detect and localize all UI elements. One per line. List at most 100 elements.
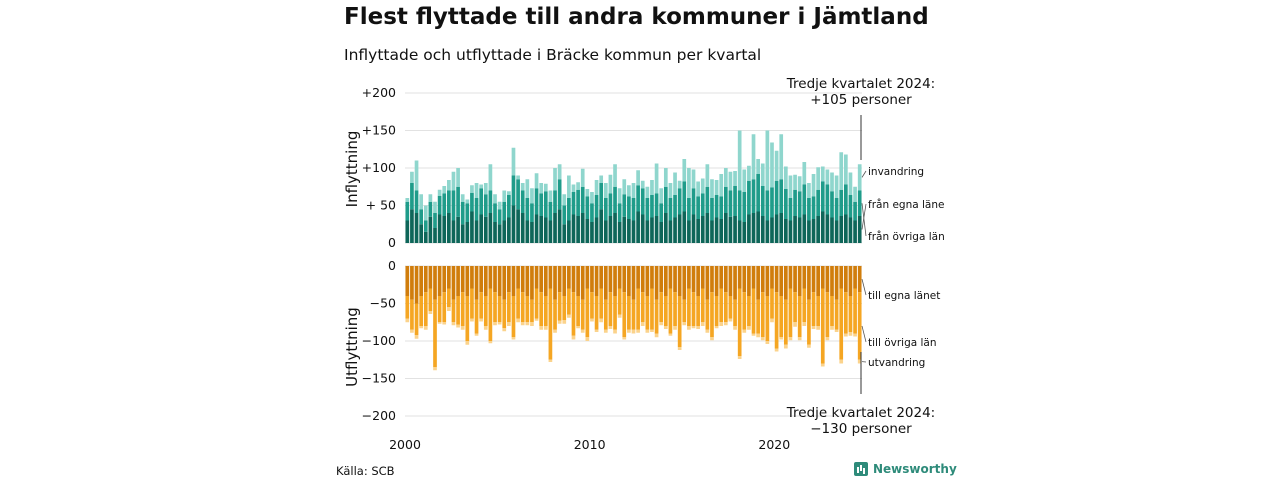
inflow-bar-segment xyxy=(677,188,682,215)
outflow-bar-segment xyxy=(677,347,682,350)
outflow-bar-segment xyxy=(608,292,613,326)
outflow-bar-segment xyxy=(659,322,664,326)
outflow-bar-segment xyxy=(414,303,419,335)
outflow-bar-segment xyxy=(423,292,428,326)
inflow-bar-segment xyxy=(447,213,451,243)
outflow-bar-segment xyxy=(774,348,779,352)
inflow-bar-segment xyxy=(511,175,516,206)
inflow-bar-segment xyxy=(465,199,470,204)
inflow-bar-segment xyxy=(700,216,705,243)
outflow-bar-segment xyxy=(788,266,793,289)
inflow-bar-segment xyxy=(410,209,414,243)
inflow-bar-segment xyxy=(848,195,853,218)
outflow-bar-segment xyxy=(779,266,784,296)
inflow-bar-segment xyxy=(747,180,751,215)
outflow-bar-segment xyxy=(857,292,862,360)
outflow-bar-segment xyxy=(534,318,539,321)
inflow-bar-segment xyxy=(437,195,442,215)
inflow-bar-segment xyxy=(687,168,691,198)
outflow-bar-segment xyxy=(696,326,700,329)
outflow-bar-segment xyxy=(622,266,627,293)
outflow-bar-segment xyxy=(737,356,742,359)
outflow-bar-segment xyxy=(705,266,710,300)
inflow-bar-segment xyxy=(548,190,553,202)
outflow-bar-segment xyxy=(451,322,456,326)
y-tick-label: +200 xyxy=(362,85,396,100)
inflow-bar-segment xyxy=(405,220,410,243)
outflow-bar-segment xyxy=(562,296,567,320)
inflow-bar-segment xyxy=(470,211,474,243)
outflow-bar-segment xyxy=(451,299,456,323)
inflow-bar-segment xyxy=(474,220,479,243)
inflow-bar-segment xyxy=(548,220,553,243)
outflow-bar-segment xyxy=(723,322,728,326)
inflow-bar-segment xyxy=(530,188,534,204)
outflow-bar-segment xyxy=(465,296,470,341)
inflow-bar-segment xyxy=(451,171,456,191)
inflow-bar-segment xyxy=(705,164,710,187)
inflow-bar-segment xyxy=(770,187,774,218)
outflow-bar-segment xyxy=(714,266,719,296)
outflow-bar-segment xyxy=(723,292,728,323)
inflow-bar-segment xyxy=(843,214,848,243)
y-tick-label: −100 xyxy=(362,333,396,348)
inflow-bar-segment xyxy=(737,130,742,191)
inflow-bar-segment xyxy=(543,217,548,243)
outflow-bar-segment xyxy=(760,266,765,293)
inflow-bar-segment xyxy=(451,220,456,243)
inflow-bar-segment xyxy=(742,192,747,222)
inflow-bar-segment xyxy=(687,220,691,243)
inflow-bar-segment xyxy=(760,216,765,243)
y-tick-label: 0 xyxy=(388,258,396,273)
inflow-bar-segment xyxy=(659,203,664,222)
inflow-bar-segment xyxy=(507,195,511,218)
inflow-bar-segment xyxy=(442,193,447,216)
inflow-bars xyxy=(405,130,862,243)
inflow-bar-segment xyxy=(848,172,853,195)
outflow-bar-segment xyxy=(511,266,516,296)
inflow-bar-segment xyxy=(765,130,770,191)
inflow-bar-segment xyxy=(756,174,760,212)
inflow-bar-segment xyxy=(825,214,830,243)
inflow-bar-segment xyxy=(839,189,844,216)
outflow-bar-segment xyxy=(567,314,571,318)
outflow-bar-segment xyxy=(742,266,747,293)
outflow-bar-segment xyxy=(659,266,664,293)
outflow-bar-segment xyxy=(493,292,497,323)
outflow-bar-segment xyxy=(553,266,557,300)
outflow-bar-segment xyxy=(571,292,576,336)
outflow-bar-segment xyxy=(553,329,557,333)
inflow-bar-segment xyxy=(585,219,590,243)
inflow-bar-segment xyxy=(673,172,677,195)
inflow-bar-segment xyxy=(428,201,433,217)
inflow-bar-segment xyxy=(843,184,848,215)
inflow-bar-segment xyxy=(507,191,511,195)
inflow-bar-segment xyxy=(663,213,668,243)
inflow-bar-segment xyxy=(520,213,525,243)
y-tick-label: −200 xyxy=(362,408,396,423)
inflow-bar-segment xyxy=(419,194,424,210)
inflow-bar-segment xyxy=(728,171,733,191)
outflow-bar-segment xyxy=(843,266,848,293)
inflow-bar-segment xyxy=(460,224,465,243)
outflow-bar-segment xyxy=(483,326,488,330)
outflow-bar-segment xyxy=(562,320,567,324)
outflow-bar-segment xyxy=(580,299,585,330)
outflow-bar-segment xyxy=(765,341,770,344)
inflow-bar-segment xyxy=(599,209,604,243)
outflow-bar-segment xyxy=(816,266,820,296)
inflow-bar-segment xyxy=(627,196,631,219)
outflow-bar-segment xyxy=(493,322,497,326)
outflow-bar-segment xyxy=(516,266,520,289)
inflow-bar-segment xyxy=(497,201,502,210)
outflow-bar-segment xyxy=(747,326,751,330)
inflow-annotation-line2: +105 personer xyxy=(810,92,912,108)
outflow-bar-segment xyxy=(405,318,410,323)
outflow-bar-segment xyxy=(442,322,447,325)
brand-logo[interactable]: Newsworthy xyxy=(854,462,957,476)
inflow-bar-segment xyxy=(779,179,784,213)
outflow-bar-segment xyxy=(539,326,544,330)
x-tick-label: 2010 xyxy=(574,437,606,452)
inflow-bar-segment xyxy=(525,179,530,198)
